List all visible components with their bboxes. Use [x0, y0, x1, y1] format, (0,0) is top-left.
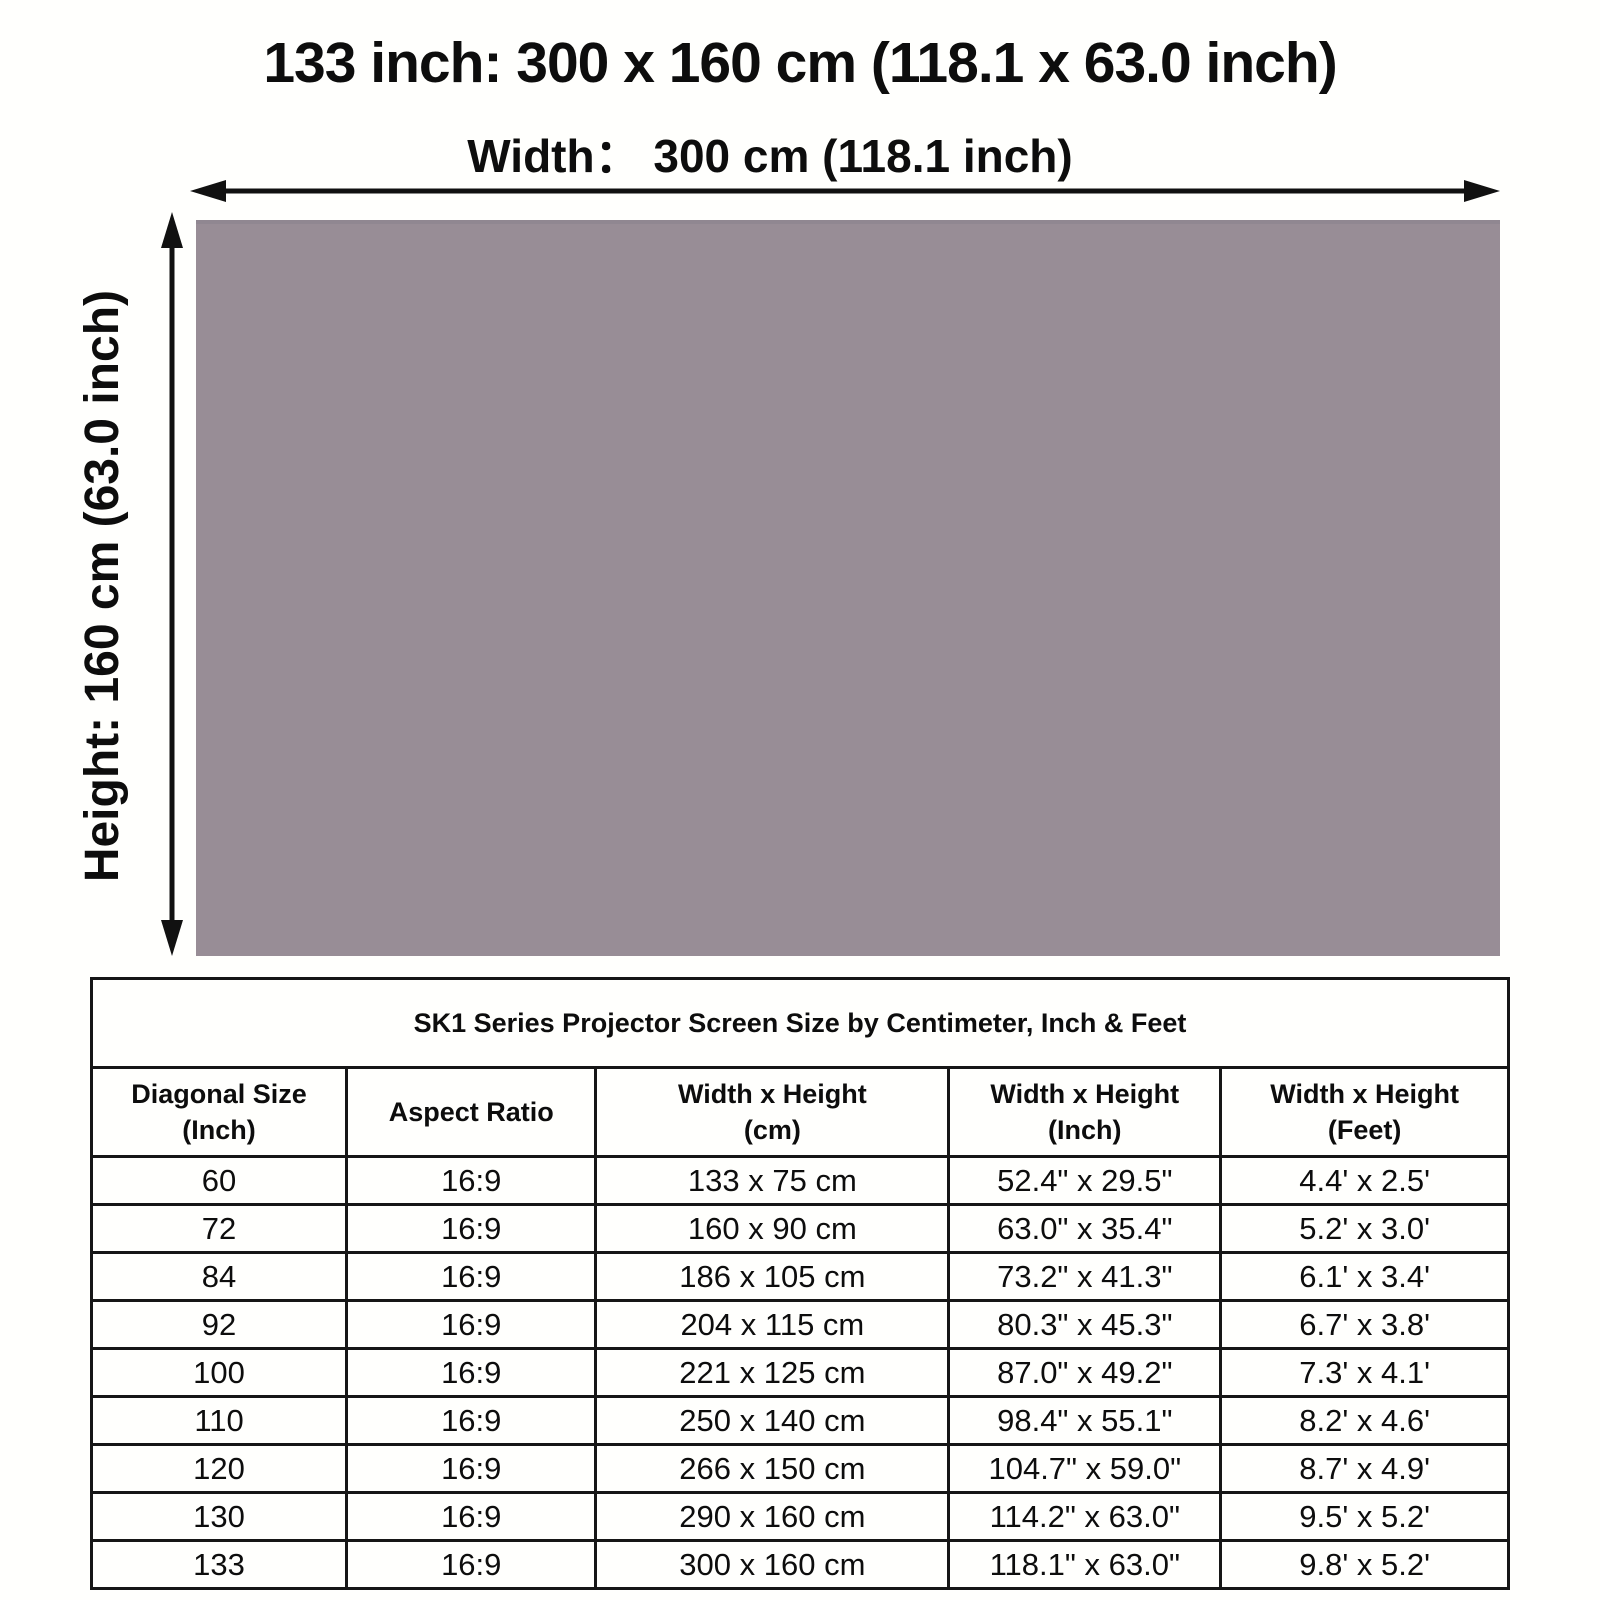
table-row: 130 16:9 290 x 160 cm 114.2" x 63.0" 9.5' x …	[89, 1491, 1510, 1542]
table-row: 72 16:9 160 x 90 cm 63.0" x 35.4" 5.2' x 3.0…	[89, 1203, 1510, 1254]
table-cell: 266 x 150 cm	[594, 1443, 951, 1494]
table-cell: 133	[89, 1539, 349, 1590]
table-cell: 300 x 160 cm	[594, 1539, 951, 1590]
table-cell: 73.2" x 41.3"	[947, 1251, 1223, 1302]
width-dimension-label: Width： 300 cm (118.1 inch)	[467, 130, 1073, 182]
table-cell: 8.7' x 4.9'	[1219, 1443, 1510, 1494]
size-table: SK1 Series Projector Screen Size by Cent…	[89, 977, 1510, 1590]
column-header: Diagonal Size (Inch)	[89, 1066, 349, 1158]
table-cell: 204 x 115 cm	[594, 1299, 951, 1350]
projector-screen-preview	[196, 220, 1500, 956]
table-row: 110 16:9 250 x 140 cm 98.4" x 55.1" 8.2' x 4…	[89, 1395, 1510, 1446]
table-body: 60 16:9 133 x 75 cm 52.4" x 29.5" 4.4' x 2.5…	[89, 1155, 1510, 1590]
table-row: 92 16:9 204 x 115 cm 80.3" x 45.3" 6.7' x 3.…	[89, 1299, 1510, 1350]
table-cell: 8.2' x 4.6'	[1219, 1395, 1510, 1446]
table-row: 133 16:9 300 x 160 cm 118.1" x 63.0" 9.8' x …	[89, 1539, 1510, 1590]
table-cell: 52.4" x 29.5"	[947, 1155, 1223, 1206]
table-cell: 87.0" x 49.2"	[947, 1347, 1223, 1398]
table-cell: 16:9	[345, 1251, 598, 1302]
column-header: Width x Height (Inch)	[947, 1066, 1223, 1158]
table-cell: 9.5' x 5.2'	[1219, 1491, 1510, 1542]
table-cell: 110	[89, 1395, 349, 1446]
column-header: Width x Height (Feet)	[1219, 1066, 1510, 1158]
page-title: 133 inch: 300 x 160 cm (118.1 x 63.0 inc…	[263, 31, 1337, 95]
table-cell: 118.1" x 63.0"	[947, 1539, 1223, 1590]
column-header: Aspect Ratio	[345, 1066, 598, 1158]
table-cell: 7.3' x 4.1'	[1219, 1347, 1510, 1398]
table-row: 60 16:9 133 x 75 cm 52.4" x 29.5" 4.4' x 2.5…	[89, 1155, 1510, 1206]
table-cell: 6.7' x 3.8'	[1219, 1299, 1510, 1350]
table-cell: 160 x 90 cm	[594, 1203, 951, 1254]
table-cell: 84	[89, 1251, 349, 1302]
table-header-row: Diagonal Size (Inch) Aspect Ratio Width x H…	[89, 1066, 1510, 1158]
table-title: SK1 Series Projector Screen Size by Cent…	[90, 977, 1510, 1069]
table-cell: 6.1' x 3.4'	[1219, 1251, 1510, 1302]
table-cell: 130	[89, 1491, 349, 1542]
table-cell: 60	[89, 1155, 349, 1206]
column-header: Width x Height (cm)	[594, 1066, 951, 1158]
size-table-container: SK1 Series Projector Screen Size by Cent…	[89, 977, 1510, 1590]
table-cell: 100	[89, 1347, 349, 1398]
table-cell: 63.0" x 35.4"	[947, 1203, 1223, 1254]
table-cell: 221 x 125 cm	[594, 1347, 951, 1398]
table-cell: 16:9	[345, 1539, 598, 1590]
table-cell: 80.3" x 45.3"	[947, 1299, 1223, 1350]
table-cell: 16:9	[345, 1299, 598, 1350]
table-cell: 16:9	[345, 1491, 598, 1542]
table-cell: 186 x 105 cm	[594, 1251, 951, 1302]
table-cell: 16:9	[345, 1203, 598, 1254]
table-cell: 16:9	[345, 1443, 598, 1494]
table-row: 84 16:9 186 x 105 cm 73.2" x 41.3" 6.1' x 3.…	[89, 1251, 1510, 1302]
table-cell: 133 x 75 cm	[594, 1155, 951, 1206]
table-cell: 72	[89, 1203, 349, 1254]
table-cell: 92	[89, 1299, 349, 1350]
table-cell: 4.4' x 2.5'	[1219, 1155, 1510, 1206]
height-dimension-text: Height: 160 cm (63.0 inch)	[75, 289, 129, 883]
table-cell: 16:9	[345, 1395, 598, 1446]
height-dimension-label: Height: 160 cm (63.0 inch)	[52, 220, 152, 952]
height-arrow-icon	[161, 212, 183, 956]
table-cell: 250 x 140 cm	[594, 1395, 951, 1446]
table-cell: 5.2' x 3.0'	[1219, 1203, 1510, 1254]
table-cell: 9.8' x 5.2'	[1219, 1539, 1510, 1590]
table-cell: 98.4" x 55.1"	[947, 1395, 1223, 1446]
table-cell: 104.7" x 59.0"	[947, 1443, 1223, 1494]
width-arrow-icon	[190, 180, 1500, 202]
table-row: 100 16:9 221 x 125 cm 87.0" x 49.2" 7.3' x 4…	[89, 1347, 1510, 1398]
table-row: 120 16:9 266 x 150 cm 104.7" x 59.0" 8.7' x …	[89, 1443, 1510, 1494]
table-cell: 120	[89, 1443, 349, 1494]
table-cell: 16:9	[345, 1155, 598, 1206]
table-cell: 290 x 160 cm	[594, 1491, 951, 1542]
table-cell: 114.2" x 63.0"	[947, 1491, 1223, 1542]
table-title-row: SK1 Series Projector Screen Size by Cent…	[90, 977, 1510, 1069]
table-cell: 16:9	[345, 1347, 598, 1398]
